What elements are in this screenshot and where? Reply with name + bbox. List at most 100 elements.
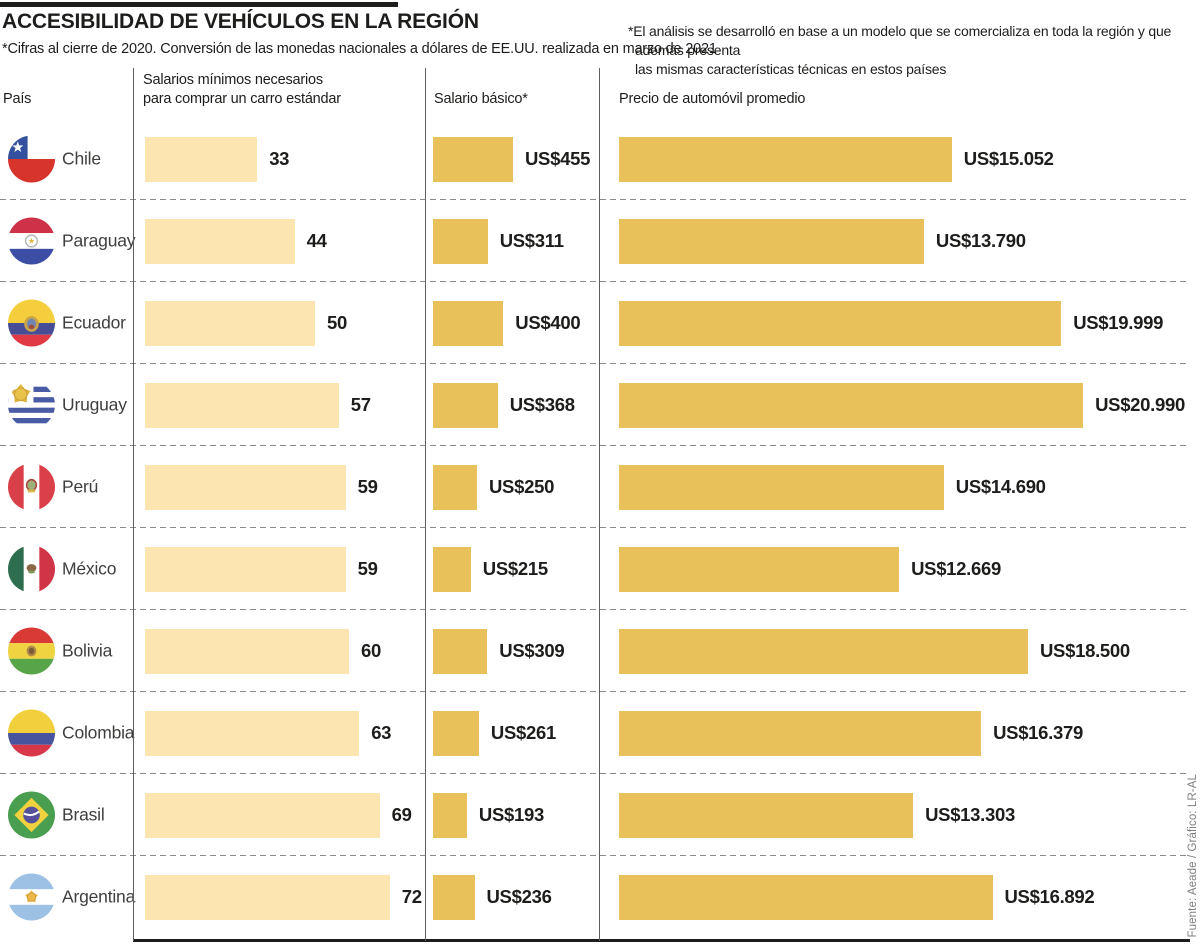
avg-price-bar	[619, 136, 952, 182]
min-wages-bar	[145, 136, 258, 182]
min-wages-value: 50	[327, 312, 347, 333]
country-label: Paraguay	[62, 230, 136, 251]
avg-price-value: US$18.500	[1040, 640, 1130, 661]
min-wages-value: 33	[269, 148, 290, 169]
avg-price-bar-group: US$20.990	[619, 364, 1185, 446]
min-wages-value: 72	[401, 886, 422, 907]
avg-price-bar-group: US$18.500	[619, 610, 1130, 692]
basic-salary-bar	[433, 546, 471, 592]
min-wages-value: 59	[357, 476, 378, 497]
basic-salary-bar-group: US$261	[433, 692, 556, 774]
argentina-flag-icon	[8, 873, 55, 921]
country-label: Argentina	[62, 886, 136, 907]
min-wages-bar-group: 44	[145, 200, 327, 282]
min-wages-bar-group: 50	[145, 282, 347, 364]
basic-salary-bar	[433, 874, 475, 920]
min-wages-value: 44	[306, 230, 327, 251]
top-rule	[0, 2, 398, 7]
basic-salary-bar-group: US$215	[433, 528, 548, 610]
avg-price-bar-group: US$15.052	[619, 118, 1054, 200]
avg-price-bar	[619, 382, 1084, 428]
min-wages-bar-group: 59	[145, 446, 378, 528]
basic-salary-bar-group: US$455	[433, 118, 590, 200]
row-divider	[0, 199, 1190, 200]
min-wages-value: 59	[357, 558, 378, 579]
basic-salary-value: US$250	[489, 476, 555, 497]
min-wages-bar-group: 59	[145, 528, 378, 610]
basic-salary-value: US$261	[490, 722, 556, 743]
bottom-rule	[133, 939, 1190, 942]
row-divider	[0, 855, 1190, 856]
country-label: Bolivia	[62, 640, 113, 661]
basic-salary-value: US$193	[478, 804, 544, 825]
country-row: Paraguay 44 US$311 US$13.790	[0, 200, 1200, 282]
country-label: Uruguay	[62, 394, 127, 415]
country-row: Perú 59 US$250 US$14.690	[0, 446, 1200, 528]
basic-salary-bar	[433, 628, 488, 674]
basic-salary-bar	[433, 300, 504, 346]
min-wages-bar-group: 63	[145, 692, 391, 774]
avg-price-bar	[619, 546, 900, 592]
min-wages-bar	[145, 546, 346, 592]
avg-price-bar	[619, 710, 982, 756]
column-header-country: País	[3, 91, 32, 107]
basic-salary-bar	[433, 464, 477, 510]
subtitle: *Cifras al cierre de 2020. Conversión de…	[2, 41, 717, 57]
bolivia-flag-icon	[8, 627, 55, 675]
basic-salary-bar	[433, 218, 488, 264]
min-wages-bar	[145, 874, 390, 920]
basic-salary-bar-group: US$193	[433, 774, 544, 856]
min-wages-value: 57	[350, 394, 371, 415]
mexico-flag-icon	[8, 545, 55, 593]
basic-salary-bar-group: US$309	[433, 610, 565, 692]
min-wages-bar-group: 60	[145, 610, 381, 692]
avg-price-bar	[619, 300, 1062, 346]
country-row: Colombia 63 US$261 US$16.379	[0, 692, 1200, 774]
basic-salary-bar	[433, 792, 467, 838]
avg-price-bar-group: US$14.690	[619, 446, 1046, 528]
min-wages-bar	[145, 300, 315, 346]
row-divider	[0, 363, 1190, 364]
footnote: *El análisis se desarrolló en base a un …	[628, 23, 1172, 77]
basic-salary-value: US$309	[499, 640, 565, 661]
avg-price-value: US$15.052	[963, 148, 1054, 169]
country-row: Bolivia 60 US$309 US$18.500	[0, 610, 1200, 692]
basic-salary-value: US$455	[525, 148, 591, 169]
page-title: ACCESIBILIDAD DE VEHÍCULOS EN LA REGIÓN	[2, 10, 479, 33]
avg-price-bar	[619, 218, 924, 264]
country-label: Colombia	[62, 722, 135, 743]
avg-price-value: US$20.990	[1095, 394, 1185, 415]
row-divider	[0, 773, 1190, 774]
min-wages-bar-group: 57	[145, 364, 371, 446]
country-label: Chile	[62, 148, 101, 169]
min-wages-value: 63	[371, 722, 392, 743]
rows-container: Chile 33 US$455 US$15.052 Paraguay 44 US$311 US…	[0, 118, 1200, 938]
basic-salary-bar	[433, 136, 513, 182]
basic-salary-bar-group: US$250	[433, 446, 554, 528]
min-wages-bar-group: 33	[145, 118, 289, 200]
avg-price-bar	[619, 464, 944, 510]
avg-price-bar	[619, 792, 914, 838]
country-label: Brasil	[62, 804, 105, 825]
row-divider	[0, 527, 1190, 528]
column-divider-2	[425, 68, 426, 941]
basic-salary-bar	[433, 382, 498, 428]
country-row: Uruguay 57 US$368 US$20.990	[0, 364, 1200, 446]
basic-salary-bar-group: US$400	[433, 282, 581, 364]
country-row: Ecuador 50 US$400 US$19.999	[0, 282, 1200, 364]
row-divider	[0, 609, 1190, 610]
row-divider	[0, 691, 1190, 692]
min-wages-bar-group: 72	[145, 856, 422, 938]
row-divider	[0, 281, 1190, 282]
brasil-flag-icon	[8, 791, 55, 839]
column-divider-1	[133, 68, 134, 941]
uruguay-flag-icon	[8, 381, 55, 429]
basic-salary-value: US$236	[486, 886, 552, 907]
avg-price-value: US$12.669	[911, 558, 1001, 579]
avg-price-bar	[619, 874, 993, 920]
avg-price-bar-group: US$13.790	[619, 200, 1026, 282]
country-label: Perú	[62, 476, 99, 497]
avg-price-bar-group: US$19.999	[619, 282, 1163, 364]
column-header-avg-price: Precio de automóvil promedio	[619, 91, 806, 107]
avg-price-bar-group: US$16.892	[619, 856, 1095, 938]
